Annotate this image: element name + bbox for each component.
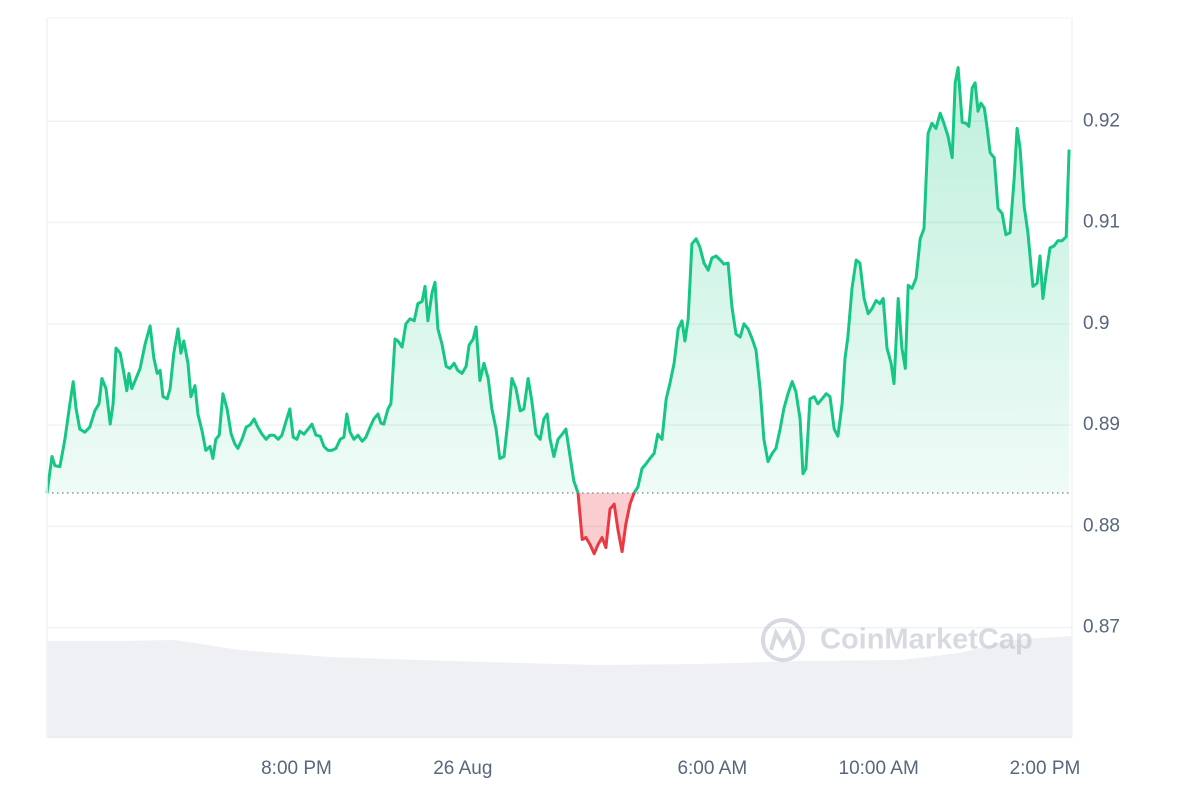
x-tick-label: 10:00 AM — [839, 758, 919, 779]
watermark: CoinMarketCap — [761, 618, 1033, 662]
y-tick-label: 0.87 — [1083, 617, 1120, 638]
x-tick-label: 8:00 PM — [261, 758, 332, 779]
x-tick-label: 26 Aug — [433, 758, 492, 779]
x-tick-label: 6:00 AM — [677, 758, 747, 779]
y-tick-label: 0.91 — [1083, 212, 1120, 233]
y-tick-label: 0.88 — [1083, 515, 1120, 536]
area-above — [47, 67, 1070, 493]
grid — [47, 120, 1072, 629]
price-line — [45, 66, 1071, 493]
watermark-text: CoinMarketCap — [820, 624, 1033, 656]
plot — [45, 66, 1072, 556]
y-tick-label: 0.92 — [1083, 110, 1120, 131]
x-tick-label: 2:00 PM — [1010, 758, 1081, 779]
volume-area — [47, 636, 1072, 737]
y-tick-label: 0.89 — [1083, 414, 1120, 435]
y-tick-label: 0.9 — [1083, 313, 1109, 334]
